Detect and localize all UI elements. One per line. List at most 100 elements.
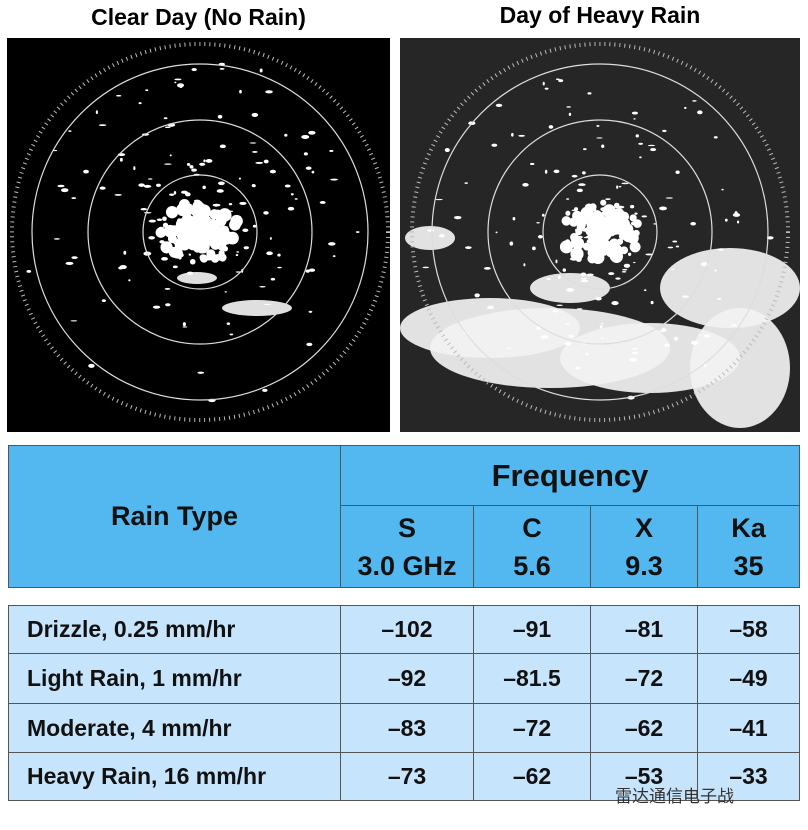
clutter <box>634 212 638 215</box>
clutter <box>213 225 221 234</box>
clutter <box>675 245 680 248</box>
clutter <box>210 254 220 263</box>
clutter <box>580 279 589 283</box>
radar-clear <box>7 38 390 432</box>
clutter <box>169 154 172 157</box>
clutter <box>182 326 188 328</box>
clutter <box>235 254 239 257</box>
clutter <box>284 133 288 137</box>
clutter <box>186 203 193 210</box>
clutter <box>506 347 511 350</box>
clutter <box>542 81 545 86</box>
clutter <box>212 211 217 217</box>
clutter <box>595 297 602 301</box>
clutter <box>617 226 627 236</box>
clutter <box>565 210 571 216</box>
clutter <box>650 300 654 305</box>
clutter <box>555 259 558 264</box>
rain-clutter <box>690 308 790 428</box>
rain-clutter <box>177 272 217 284</box>
clutter <box>557 275 561 280</box>
clutter <box>672 240 678 243</box>
clutter <box>163 117 168 120</box>
clutter <box>301 134 310 140</box>
clutter <box>265 90 273 94</box>
table-cell: Heavy Rain, 16 mm/hr <box>8 752 341 801</box>
clutter <box>622 268 628 271</box>
clutter <box>544 87 549 90</box>
clutter <box>165 303 171 307</box>
clutter <box>138 102 142 105</box>
clutter <box>540 335 549 339</box>
table-cell: Ka 35 <box>697 505 800 588</box>
table-cell: –41 <box>697 703 800 753</box>
clutter <box>703 334 711 338</box>
clutter <box>145 89 149 92</box>
clutter <box>600 337 605 339</box>
clutter <box>147 178 153 180</box>
clutter <box>548 125 554 129</box>
clutter <box>559 240 573 254</box>
clutter <box>673 336 679 341</box>
clutter <box>83 169 89 174</box>
clutter <box>217 114 223 119</box>
clutter <box>319 201 326 204</box>
band-band: X <box>634 512 653 543</box>
clutter <box>242 228 249 233</box>
clutter <box>692 100 697 102</box>
clutter <box>270 277 276 281</box>
clutter <box>690 221 697 226</box>
clutter <box>495 103 503 107</box>
band-band: Ka <box>731 512 766 543</box>
clutter <box>615 277 621 280</box>
table-cell: C 5.6 <box>473 505 591 588</box>
clutter <box>191 168 197 172</box>
range-ring <box>142 174 258 290</box>
clutter <box>580 272 587 277</box>
table-cell: Rain Type <box>8 445 341 588</box>
clutter <box>226 231 239 245</box>
band-band: C <box>522 512 542 543</box>
clutter <box>721 188 724 191</box>
clutter <box>495 231 498 234</box>
clutter <box>618 186 622 188</box>
clutter <box>194 226 205 237</box>
clutter <box>628 252 632 256</box>
clutter <box>571 237 585 250</box>
clutter <box>164 287 171 290</box>
clutter <box>303 152 308 156</box>
clutter <box>464 182 468 184</box>
clutter <box>681 295 689 298</box>
table-cell: Drizzle, 0.25 mm/hr <box>8 605 341 654</box>
clutter <box>218 181 225 186</box>
table-cell: –83 <box>340 703 474 753</box>
clutter <box>290 193 294 196</box>
table-cell: S 3.0 GHz <box>340 505 474 588</box>
clutter <box>645 253 654 256</box>
clutter <box>664 343 670 347</box>
table-cell: –62 <box>473 752 591 801</box>
clutter <box>205 159 213 163</box>
clutter <box>613 202 620 209</box>
image-title: Clear Day (No Rain) <box>91 4 306 30</box>
range-ring <box>87 119 313 345</box>
clutter <box>219 225 230 236</box>
clutter <box>219 144 226 149</box>
clutter <box>57 184 65 188</box>
clutter <box>577 220 586 230</box>
clutter <box>631 348 639 350</box>
clutter <box>199 254 207 261</box>
rain-clutter <box>405 226 455 250</box>
clutter <box>53 149 58 152</box>
image-title: Day of Heavy Rain <box>499 2 701 28</box>
table-cell: –81 <box>590 605 698 654</box>
clutter <box>582 171 586 175</box>
clutter <box>608 272 615 276</box>
clutter <box>523 263 526 267</box>
clutter <box>541 213 545 217</box>
clutter <box>453 215 462 220</box>
clutter <box>266 251 273 256</box>
clutter <box>228 202 233 206</box>
clutter <box>600 199 607 206</box>
